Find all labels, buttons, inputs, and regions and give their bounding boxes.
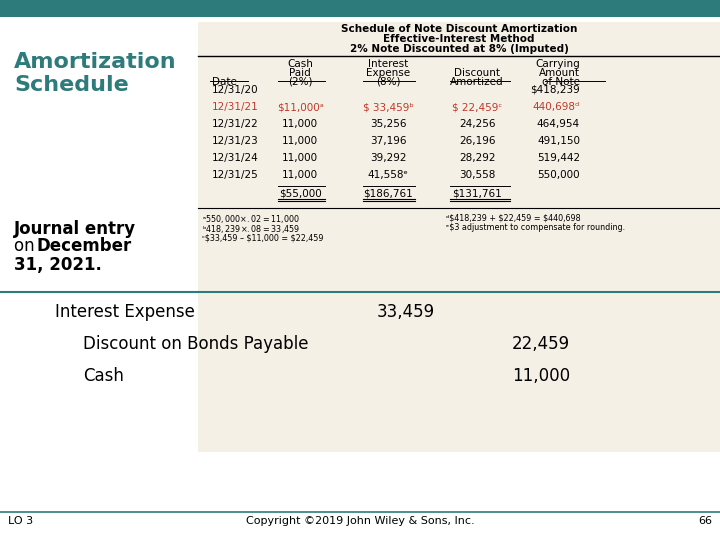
Text: 519,442: 519,442 xyxy=(537,153,580,163)
Text: Discount: Discount xyxy=(454,68,500,78)
Text: 12/31/25: 12/31/25 xyxy=(212,170,258,180)
Text: 66: 66 xyxy=(698,516,712,526)
Text: $131,761: $131,761 xyxy=(452,188,502,198)
Text: LO 3: LO 3 xyxy=(8,516,33,526)
Text: Cash: Cash xyxy=(83,367,124,385)
Text: December: December xyxy=(36,237,131,255)
Text: 550,000: 550,000 xyxy=(537,170,580,180)
Text: ᵈ$418,239 + $22,459 = $440,698: ᵈ$418,239 + $22,459 = $440,698 xyxy=(446,213,580,222)
Text: $418,239: $418,239 xyxy=(530,85,580,95)
Text: 31, 2021.: 31, 2021. xyxy=(14,256,102,274)
Text: Copyright ©2019 John Wiley & Sons, Inc.: Copyright ©2019 John Wiley & Sons, Inc. xyxy=(246,516,474,526)
Text: Journal entry: Journal entry xyxy=(14,220,136,238)
Bar xyxy=(0,0,720,17)
Text: 28,292: 28,292 xyxy=(459,153,495,163)
Text: 37,196: 37,196 xyxy=(370,136,406,146)
Text: ᵃ$550,000 × .02 = $11,000: ᵃ$550,000 × .02 = $11,000 xyxy=(202,213,300,225)
Text: Schedule: Schedule xyxy=(14,75,129,95)
Text: ᶜ$33,459 – $11,000 = $22,459: ᶜ$33,459 – $11,000 = $22,459 xyxy=(202,233,323,242)
Text: Amount: Amount xyxy=(539,68,580,78)
Text: 2% Note Discounted at 8% (Imputed): 2% Note Discounted at 8% (Imputed) xyxy=(350,44,568,54)
Text: ᵉ$3 adjustment to compensate for rounding.: ᵉ$3 adjustment to compensate for roundin… xyxy=(446,223,625,232)
Text: 12/31/20: 12/31/20 xyxy=(212,85,258,95)
Text: 22,459: 22,459 xyxy=(512,335,570,353)
Text: 39,292: 39,292 xyxy=(370,153,406,163)
Text: (2%): (2%) xyxy=(288,77,312,87)
Text: 26,196: 26,196 xyxy=(459,136,495,146)
Text: $ 33,459ᵇ: $ 33,459ᵇ xyxy=(363,102,413,112)
Text: Schedule of Note Discount Amortization: Schedule of Note Discount Amortization xyxy=(341,24,577,34)
Text: 41,558ᵉ: 41,558ᵉ xyxy=(368,170,408,180)
Text: Effective-Interest Method: Effective-Interest Method xyxy=(383,34,535,44)
Text: Discount on Bonds Payable: Discount on Bonds Payable xyxy=(83,335,308,353)
Text: $11,000ᵃ: $11,000ᵃ xyxy=(276,102,323,112)
Text: ᵇ$418,239 × .08 = $33,459: ᵇ$418,239 × .08 = $33,459 xyxy=(202,223,300,235)
Text: $ 22,459ᶜ: $ 22,459ᶜ xyxy=(452,102,502,112)
Text: Carrying: Carrying xyxy=(535,59,580,69)
Text: 11,000: 11,000 xyxy=(282,170,318,180)
Bar xyxy=(198,22,720,452)
Text: 440,698ᵈ: 440,698ᵈ xyxy=(533,102,580,112)
Text: 464,954: 464,954 xyxy=(537,119,580,129)
Text: 33,459: 33,459 xyxy=(377,303,435,321)
Text: 30,558: 30,558 xyxy=(459,170,495,180)
Text: on: on xyxy=(14,237,40,255)
Text: Interest Expense: Interest Expense xyxy=(55,303,195,321)
Text: Interest: Interest xyxy=(368,59,408,69)
Text: $55,000: $55,000 xyxy=(279,188,321,198)
Text: 11,000: 11,000 xyxy=(282,119,318,129)
Text: Amortization: Amortization xyxy=(14,52,176,72)
Text: Paid: Paid xyxy=(289,68,311,78)
Text: (8%): (8%) xyxy=(376,77,400,87)
Text: Cash: Cash xyxy=(287,59,313,69)
Text: 11,000: 11,000 xyxy=(282,136,318,146)
Text: 491,150: 491,150 xyxy=(537,136,580,146)
Text: Date: Date xyxy=(212,77,237,87)
Text: 24,256: 24,256 xyxy=(459,119,495,129)
Text: 12/31/24: 12/31/24 xyxy=(212,153,258,163)
Text: 12/31/21: 12/31/21 xyxy=(212,102,258,112)
Text: $186,761: $186,761 xyxy=(363,188,413,198)
Text: 12/31/23: 12/31/23 xyxy=(212,136,258,146)
Text: 11,000: 11,000 xyxy=(282,153,318,163)
Text: Expense: Expense xyxy=(366,68,410,78)
Text: of Note: of Note xyxy=(542,77,580,87)
Text: 35,256: 35,256 xyxy=(370,119,406,129)
Text: 12/31/22: 12/31/22 xyxy=(212,119,258,129)
Text: Amortized: Amortized xyxy=(450,77,504,87)
Text: 11,000: 11,000 xyxy=(512,367,570,385)
